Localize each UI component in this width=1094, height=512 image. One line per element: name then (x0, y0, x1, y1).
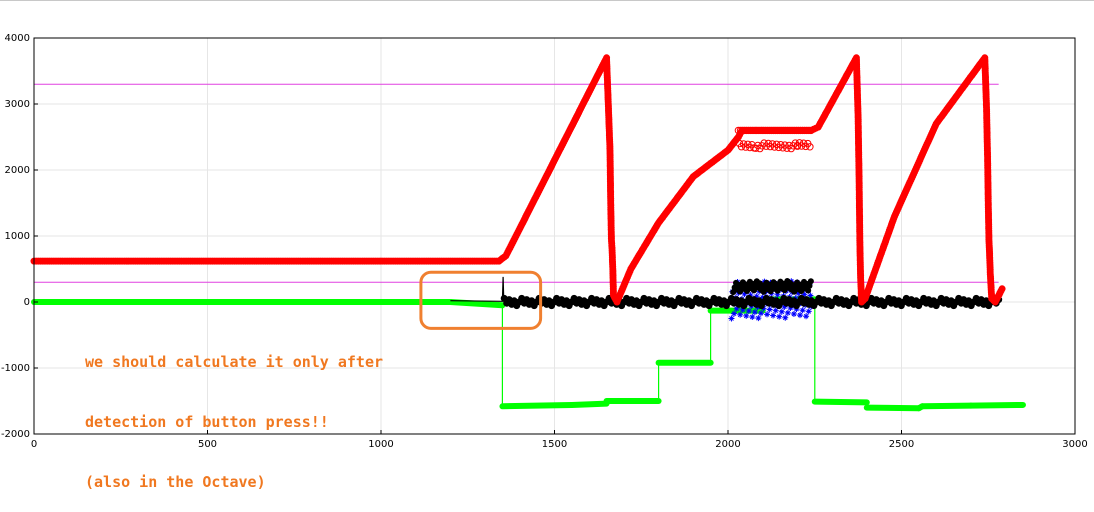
series-blue-point (747, 292, 754, 299)
series-blue-point (743, 312, 750, 319)
annotation-line-1: we should calculate it only after (85, 353, 384, 371)
series-blue-point (741, 291, 748, 298)
series-black-point (805, 287, 812, 294)
series-blue-point (766, 306, 773, 313)
series-blue-point (801, 291, 808, 298)
series-blue-point (755, 315, 762, 322)
series-blue-point (790, 310, 797, 317)
series-blue-point (751, 309, 758, 316)
series-blue-point (803, 313, 810, 320)
series-red (30, 54, 1006, 306)
series-blue-point (781, 303, 788, 310)
series-blue-point (753, 293, 760, 300)
series-blue-point (764, 311, 771, 318)
x-tick-label: 3000 (1062, 439, 1087, 450)
reference-lines (34, 83, 999, 283)
series-green (31, 296, 1026, 412)
y-tick-label: -1000 (1, 363, 30, 374)
x-tick-label: 2500 (889, 439, 914, 450)
series-green-segment (863, 404, 922, 412)
series-blue-point (805, 308, 812, 315)
annotation-line-2: detection of button press!! (85, 413, 329, 431)
x-tick-label: 1500 (542, 439, 567, 450)
x-tick-label: 0 (31, 439, 37, 450)
series-blue-point (772, 307, 779, 314)
series-blue-point (739, 306, 746, 313)
series-green-segment (499, 401, 575, 410)
y-tick-label: 2000 (5, 165, 30, 176)
series-blue-point (787, 304, 794, 311)
y-tick-label: -2000 (1, 429, 30, 440)
series-blue-point (759, 294, 766, 301)
y-tick-label: 4000 (5, 33, 30, 44)
series-blue-point (797, 312, 804, 319)
x-tick-label: 2000 (715, 439, 740, 450)
annotation-line-3: (also in the Octave) (85, 473, 266, 491)
series-blue-point (799, 307, 806, 314)
series-blue-point (776, 313, 783, 320)
series-blue-point (784, 309, 791, 316)
window-top-border (0, 0, 1094, 1)
annotation-text: we should calculate it only after detect… (85, 312, 383, 512)
series-red-point (747, 126, 755, 135)
series-blue-point (782, 314, 789, 321)
series-blue-point (757, 310, 764, 317)
y-tick-label: 3000 (5, 99, 30, 110)
y-tick-label: 0 (24, 297, 30, 308)
x-tick-label: 1000 (368, 439, 393, 450)
series-blue-point (745, 307, 752, 314)
series-black-point (806, 282, 813, 289)
series-blue-point (770, 312, 777, 319)
series-blue-point (778, 308, 785, 315)
series-black-point (807, 278, 814, 285)
series-red-point (805, 126, 813, 135)
series-red-point (806, 143, 814, 151)
series-blue-point (774, 291, 781, 298)
axis-ticks: 0 500 1000 1500 2000 2500 3000 4000 3000 2000 1000… (1, 33, 1088, 450)
series-blue-point (731, 310, 738, 317)
series-green-segment (967, 401, 1026, 409)
series-red-point (998, 285, 1006, 293)
series-blue-point (749, 313, 756, 320)
series-black (450, 276, 1003, 310)
series-blue-point (733, 305, 740, 312)
annotation-box (419, 270, 543, 330)
series-green-segment (447, 299, 506, 309)
series-blue-point (807, 292, 814, 299)
series-red-point (803, 126, 811, 135)
y-tick-label: 1000 (5, 231, 30, 242)
series-green-segment (919, 402, 974, 410)
series-blue-point (737, 311, 744, 318)
series-green-segment (568, 400, 610, 408)
series-blue-point (795, 290, 802, 297)
series-blue-point (728, 315, 735, 322)
series-green-segment (811, 398, 870, 406)
series-red-point (807, 126, 815, 135)
x-tick-label: 500 (198, 439, 217, 450)
chart-plot: 0 500 1000 1500 2000 2500 3000 4000 3000 2000 1000… (1, 33, 1088, 450)
